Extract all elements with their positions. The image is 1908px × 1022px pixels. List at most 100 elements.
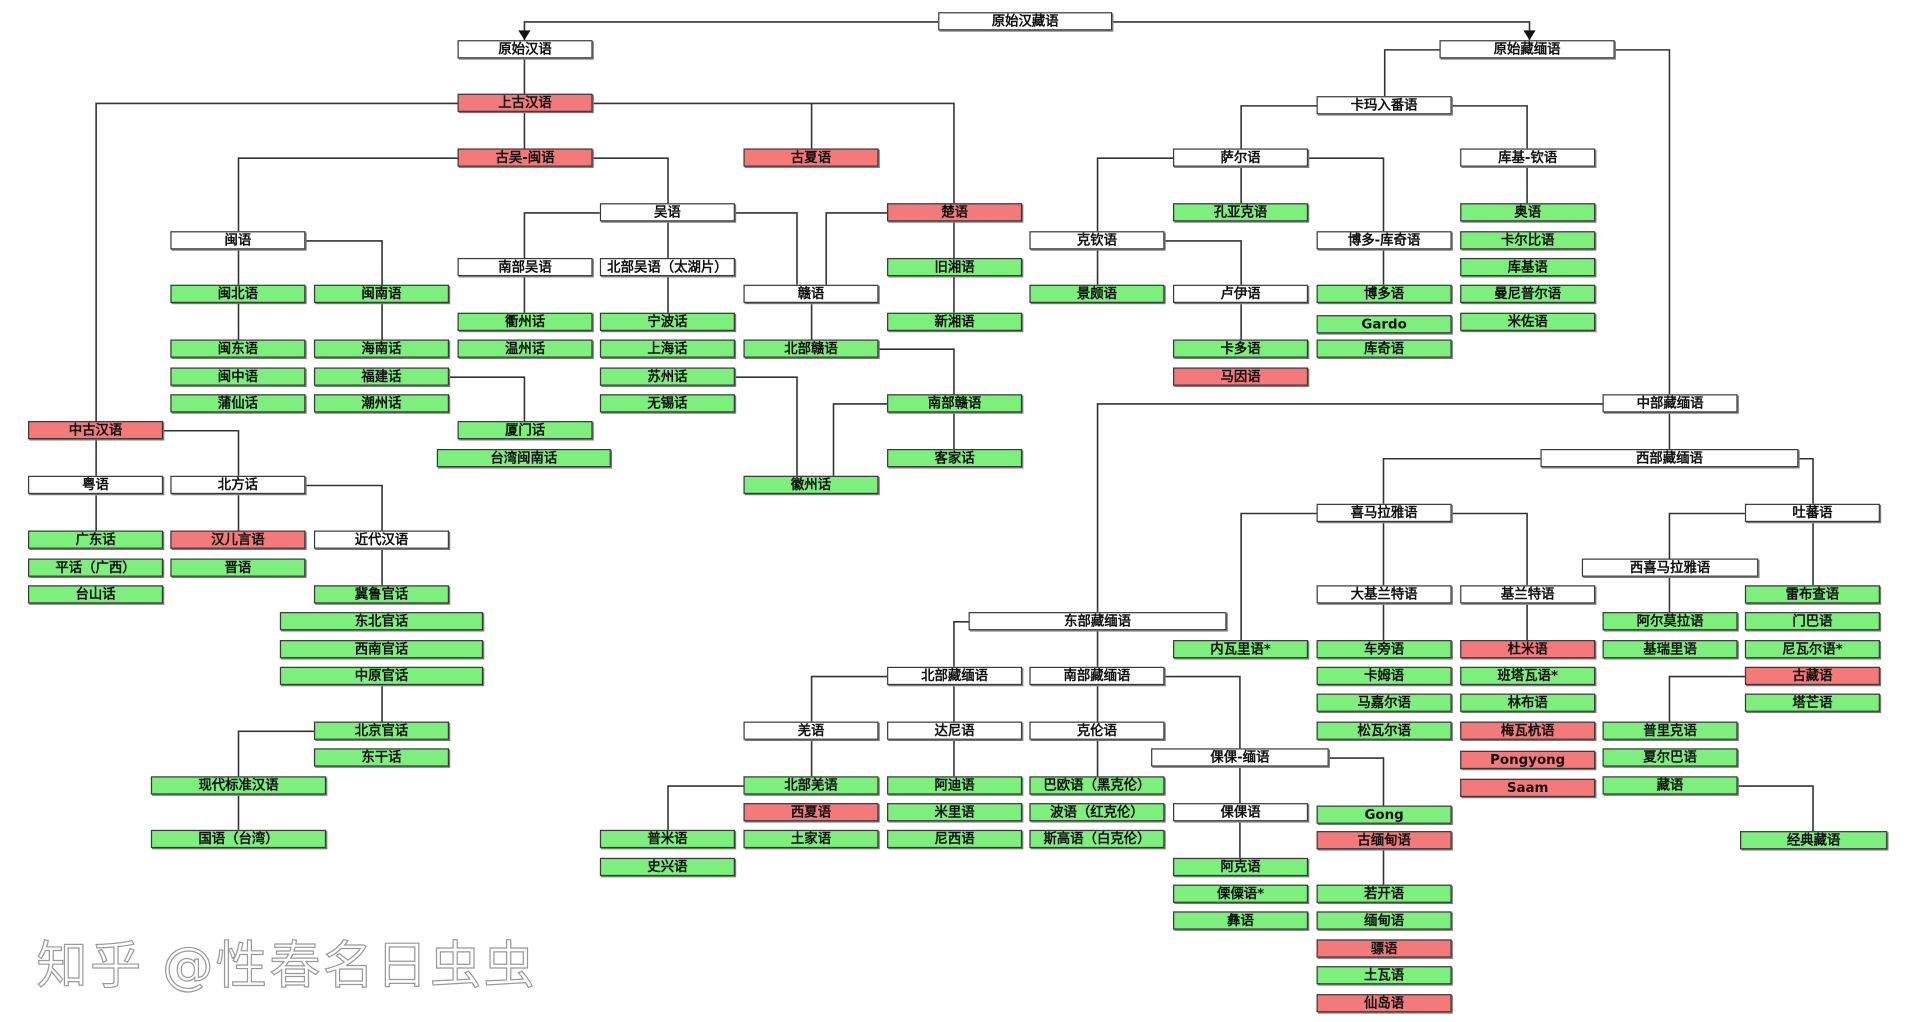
connector-line bbox=[1164, 675, 1241, 749]
language-node-extinct: Saam bbox=[1460, 778, 1596, 798]
language-node-ancestral: 吐蕃语 bbox=[1744, 503, 1880, 523]
language-node-living: 库基语 bbox=[1460, 257, 1596, 277]
language-node-living: 普里克语 bbox=[1602, 721, 1738, 740]
connector-line bbox=[1240, 512, 1317, 641]
language-node-living: 上海话 bbox=[599, 339, 735, 358]
language-node-living: 傈僳语* bbox=[1172, 884, 1309, 903]
language-node-extinct: 杜米语 bbox=[1460, 640, 1596, 659]
language-node-living: 基瑞里语 bbox=[1602, 640, 1738, 659]
language-node-extinct: 梅瓦杭语 bbox=[1460, 721, 1596, 740]
language-node-extinct: 汉儿言语 bbox=[170, 530, 306, 549]
language-node-living: 奥语 bbox=[1460, 203, 1596, 222]
language-node-living: 雷布查语 bbox=[1744, 585, 1880, 604]
language-node-ancestral: 北方话 bbox=[170, 475, 306, 495]
language-node-living: 阿尔莫拉语 bbox=[1602, 612, 1738, 631]
language-node-ancestral: 南部藏缅语 bbox=[1029, 666, 1165, 686]
language-node-living: 闽北语 bbox=[170, 284, 306, 303]
language-node-living: 藏语 bbox=[1602, 776, 1738, 795]
language-node-ancestral: 中部藏缅语 bbox=[1602, 394, 1738, 413]
language-node-ancestral: 克伦语 bbox=[1029, 721, 1165, 740]
language-node-living: 北部羌语 bbox=[743, 776, 879, 795]
language-node-living: 经典藏语 bbox=[1740, 831, 1888, 850]
connector-line bbox=[1451, 105, 1528, 149]
connector-line bbox=[95, 102, 458, 422]
language-node-living: 卡姆语 bbox=[1316, 666, 1452, 686]
arrow-head-icon bbox=[1523, 30, 1536, 41]
language-node-ancestral: 南部吴语 bbox=[457, 257, 593, 277]
language-node-living: 台山话 bbox=[27, 585, 164, 604]
connector-line bbox=[1451, 512, 1528, 586]
language-node-living: 车旁语 bbox=[1316, 640, 1452, 659]
language-node-ancestral: 达尼语 bbox=[887, 721, 1023, 740]
language-node-ancestral: 西部藏缅语 bbox=[1540, 448, 1799, 468]
language-node-ancestral: 东部藏缅语 bbox=[968, 612, 1227, 631]
language-node-living: 衢州话 bbox=[457, 312, 593, 331]
language-node-ancestral: 赣语 bbox=[743, 284, 879, 303]
connector-line bbox=[1096, 157, 1173, 232]
language-node-living: 海南话 bbox=[313, 339, 449, 358]
language-node-extinct: 古吴-闽语 bbox=[457, 148, 593, 167]
language-node-ancestral: 原始藏缅语 bbox=[1439, 40, 1615, 59]
language-node-ancestral: 原始汉语 bbox=[457, 40, 593, 59]
language-node-living: 博多语 bbox=[1316, 284, 1452, 303]
language-node-ancestral: 基兰特语 bbox=[1460, 585, 1596, 604]
language-node-ancestral: 卡玛入番语 bbox=[1316, 96, 1452, 115]
connector-line bbox=[1164, 240, 1242, 285]
arrow-head-icon bbox=[518, 30, 531, 41]
language-node-living: 无锡话 bbox=[599, 394, 735, 413]
language-node-living: 西南官话 bbox=[279, 640, 484, 659]
language-node-living: 彝语 bbox=[1172, 911, 1309, 930]
language-node-extinct: 西夏语 bbox=[743, 803, 879, 822]
language-node-living: 米里语 bbox=[887, 803, 1023, 822]
language-node-living: 缅甸语 bbox=[1316, 911, 1452, 930]
connector-line bbox=[810, 675, 888, 722]
language-node-living: 冀鲁官话 bbox=[313, 585, 449, 604]
language-node-living: 中原官话 bbox=[279, 666, 484, 686]
connector-line bbox=[878, 348, 955, 395]
language-node-ancestral: 倮倮-缅语 bbox=[1151, 748, 1329, 767]
connector-line bbox=[734, 212, 798, 285]
language-node-living: 平话（广西） bbox=[27, 558, 164, 577]
language-node-living: 林布语 bbox=[1460, 693, 1596, 712]
language-node-living: 尼瓦尔语* bbox=[1744, 640, 1880, 659]
language-node-living: 徽州话 bbox=[743, 475, 879, 495]
language-node-extinct: Pongyong bbox=[1460, 750, 1596, 770]
language-node-extinct: 骠语 bbox=[1316, 939, 1452, 958]
connector-line bbox=[1668, 675, 1745, 722]
language-node-ancestral: 闽语 bbox=[170, 231, 306, 250]
connector-line bbox=[1614, 49, 1671, 395]
language-node-living: 波语（红克伦） bbox=[1029, 803, 1165, 822]
language-node-living: 闽东语 bbox=[170, 339, 306, 358]
language-node-ancestral: 大基兰特语 bbox=[1316, 585, 1452, 604]
language-node-living: 孔亚克语 bbox=[1172, 203, 1309, 222]
language-node-living: Gardo bbox=[1316, 315, 1452, 334]
language-node-ancestral: 卢伊语 bbox=[1172, 284, 1309, 303]
language-node-extinct: 古夏语 bbox=[743, 148, 879, 167]
language-node-living: 库奇语 bbox=[1316, 339, 1452, 358]
language-node-living: 景颇语 bbox=[1029, 284, 1165, 303]
language-node-living: 巴欧语（黑克伦） bbox=[1029, 776, 1165, 795]
connector-line bbox=[523, 21, 939, 41]
connector-line bbox=[237, 157, 458, 232]
connector-line bbox=[825, 212, 888, 285]
language-node-living: 台湾闽南话 bbox=[436, 448, 611, 468]
language-node-living: 蒲仙话 bbox=[170, 394, 306, 413]
language-node-living: 米佐语 bbox=[1460, 312, 1596, 331]
language-node-extinct: 中古汉语 bbox=[27, 421, 164, 440]
language-node-living: 尼西语 bbox=[887, 829, 1023, 849]
connector-line bbox=[953, 620, 969, 667]
connector-line bbox=[1668, 512, 1745, 613]
language-node-living: 晋语 bbox=[170, 558, 306, 577]
connector-line bbox=[163, 429, 240, 476]
language-node-living: 卡尔比语 bbox=[1460, 231, 1596, 250]
language-node-ancestral: 粤语 bbox=[27, 475, 164, 495]
connector-line bbox=[592, 157, 669, 204]
language-node-living: 国语（台湾） bbox=[150, 829, 327, 849]
connector-line bbox=[1382, 457, 1541, 504]
connector-line bbox=[305, 484, 383, 531]
connector-line bbox=[1737, 785, 1814, 832]
language-node-extinct: 楚语 bbox=[887, 203, 1023, 222]
language-node-extinct: 上古汉语 bbox=[457, 93, 593, 112]
language-node-ancestral: 北部吴语（太湖片） bbox=[599, 257, 735, 277]
connector-line bbox=[1308, 157, 1385, 232]
